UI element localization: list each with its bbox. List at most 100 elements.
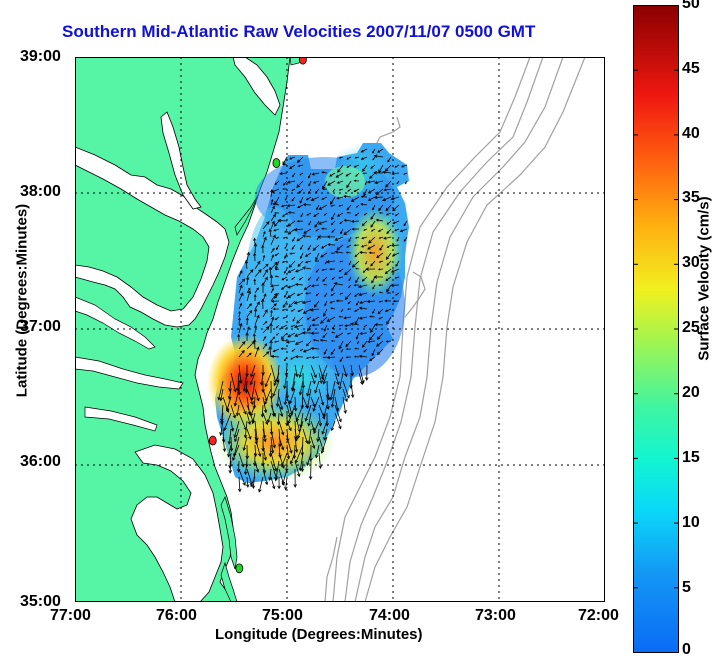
velocity-arrowhead [371,352,375,357]
velocity-arrowhead [263,438,267,443]
velocity-arrowhead [334,334,339,338]
velocity-arrowhead [296,184,300,188]
velocity-arrow [376,219,384,222]
x-tick-label: 75:00 [262,607,303,624]
velocity-arrowhead [394,214,398,217]
velocity-arrowhead [354,347,357,350]
velocity-arrowhead [278,443,282,448]
velocity-arrowhead [232,457,236,461]
velocity-arrow [367,300,376,303]
velocity-arrow [359,300,368,304]
x-tick-label: 73:00 [475,607,516,624]
velocity-arrowhead [235,412,240,417]
velocity-arrowhead [384,309,388,312]
velocity-arrow [289,388,296,404]
velocity-arrowhead [263,409,268,414]
velocity-arrowhead [296,219,300,223]
velocity-arrowhead [315,294,318,297]
velocity-arrowhead [403,173,406,175]
velocity-arrowhead [293,227,298,232]
velocity-arrow [326,260,336,263]
colorbar-tick-label: 5 [682,579,691,596]
velocity-arrow [386,220,392,225]
velocity-arrow [343,228,352,235]
velocity-arrowhead [245,332,249,336]
velocity-arrowhead [355,336,359,340]
x-tick-label: 76:00 [156,607,197,624]
velocity-arrow [298,188,304,194]
velocity-arrow [270,221,275,230]
velocity-arrowhead [280,431,285,436]
velocity-arrowhead [243,410,247,415]
velocity-arrow [329,172,336,177]
velocity-arrowhead [272,234,276,239]
velocity-arrow [351,196,360,202]
velocity-arrow [335,251,344,254]
velocity-arrow [330,348,336,355]
velocity-arrowhead [304,254,308,257]
velocity-arrowhead [366,299,371,304]
velocity-arrowhead [301,385,306,389]
velocity-arrow [372,204,376,210]
velocity-arrow [297,204,304,208]
velocity-arrow [254,287,259,294]
velocity-arrow [321,364,328,378]
velocity-arrowhead [281,260,285,263]
velocity-arrowhead [324,294,327,298]
velocity-arrow [270,380,272,399]
velocity-arrowhead [281,463,285,468]
velocity-arrowhead [227,453,231,458]
velocity-arrow [369,172,376,179]
velocity-arrowhead [245,373,249,378]
velocity-arrowhead [347,189,350,192]
velocity-arrowhead [271,287,274,291]
velocity-arrow [254,436,261,457]
velocity-arrowhead [330,222,334,226]
velocity-arrow [378,164,384,173]
velocity-arrowhead [305,356,309,359]
velocity-arrow [270,452,277,472]
velocity-arrow [310,364,317,378]
velocity-arrow [262,351,270,358]
velocity-arrowhead [289,450,293,454]
velocity-arrowhead [322,279,325,282]
velocity-arrowhead [271,254,275,258]
velocity-arrowhead [316,207,319,211]
velocity-arrow [250,372,256,385]
velocity-arrow [246,310,253,318]
velocity-arrowhead [271,205,275,210]
velocity-arrowhead [297,263,301,268]
velocity-arrow [327,316,336,322]
velocity-arrowhead [243,471,248,476]
velocity-arrow [269,444,272,457]
velocity-arrow [245,460,248,475]
velocity-arrowhead [279,172,283,176]
velocity-arrowhead [305,343,309,347]
velocity-arrowhead [332,327,335,330]
y-tick-label: 37:00 [20,318,61,335]
velocity-arrowhead [270,450,275,454]
station-marker [272,158,281,168]
velocity-arrow [262,264,269,270]
velocity-arrowhead [248,435,252,440]
velocity-arrow [334,396,339,411]
velocity-arrow [361,148,368,153]
velocity-arrow [286,436,292,454]
velocity-arrowhead [358,354,363,358]
velocity-arrowhead [320,450,325,454]
colorbar-tick-label: 50 [682,0,700,12]
velocity-arrow [377,348,384,355]
velocity-arrow [270,214,276,222]
velocity-arrow [270,460,278,480]
velocity-arrowhead [275,333,278,336]
velocity-arrowhead [344,296,349,301]
velocity-arrowhead [324,262,327,265]
velocity-arrow [269,229,272,238]
velocity-arrowhead [256,287,259,291]
velocity-arrow [238,278,245,286]
velocity-arrowhead [323,436,327,441]
velocity-arrowhead [326,235,330,239]
velocity-arrow [227,444,232,457]
velocity-arrow [321,436,328,454]
velocity-arrowhead [261,244,265,248]
